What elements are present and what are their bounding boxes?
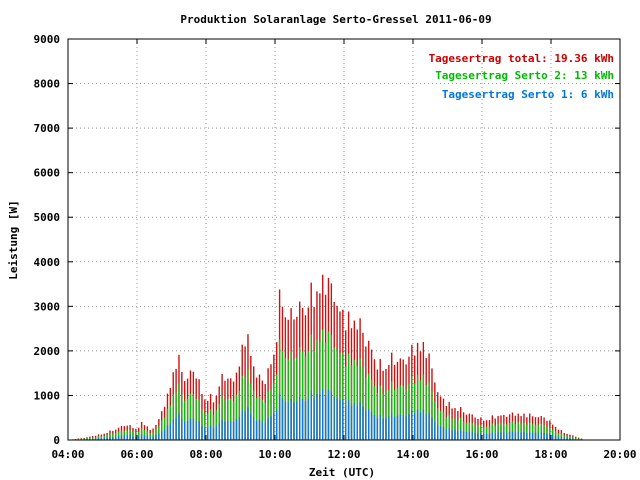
legend: Tagesertrag total: 19.36 kWh Tagesertrag… [429, 52, 614, 101]
legend-serto-1: Tagesertrag Serto 1: 6 kWh [442, 88, 614, 101]
y-tick-label: 4000 [34, 256, 61, 269]
y-tick-label: 1000 [34, 389, 61, 402]
x-axis-label: Zeit (UTC) [309, 466, 375, 479]
legend-total: Tagesertrag total: 19.36 kWh [429, 52, 614, 65]
y-tick-label: 9000 [34, 33, 61, 46]
x-tick-label: 12:00 [327, 448, 360, 461]
x-tick-label: 04:00 [51, 448, 84, 461]
x-tick-label: 14:00 [396, 448, 429, 461]
y-tick-label: 8000 [34, 78, 61, 91]
chart-title: Produktion Solaranlage Serto-Gressel 201… [180, 13, 491, 26]
x-tick-label: 20:00 [603, 448, 636, 461]
y-tick-label: 3000 [34, 300, 61, 313]
x-tick-label: 08:00 [189, 448, 222, 461]
axis-ticks: 0 1000 2000 3000 4000 5000 6000 7000 8000 9000 04:… [34, 33, 637, 461]
y-axis-label: Leistung [W] [7, 200, 20, 279]
y-tick-label: 0 [53, 434, 60, 447]
x-tick-label: 06:00 [120, 448, 153, 461]
x-tick-label: 16:00 [465, 448, 498, 461]
y-tick-label: 2000 [34, 345, 61, 358]
y-tick-label: 7000 [34, 122, 61, 135]
x-tick-label: 10:00 [258, 448, 291, 461]
x-tick-label: 18:00 [534, 448, 567, 461]
grid [68, 39, 620, 440]
y-tick-label: 5000 [34, 211, 61, 224]
bars [69, 274, 586, 440]
legend-serto-2: Tagesertrag Serto 2: 13 kWh [435, 69, 614, 82]
y-tick-label: 6000 [34, 167, 61, 180]
